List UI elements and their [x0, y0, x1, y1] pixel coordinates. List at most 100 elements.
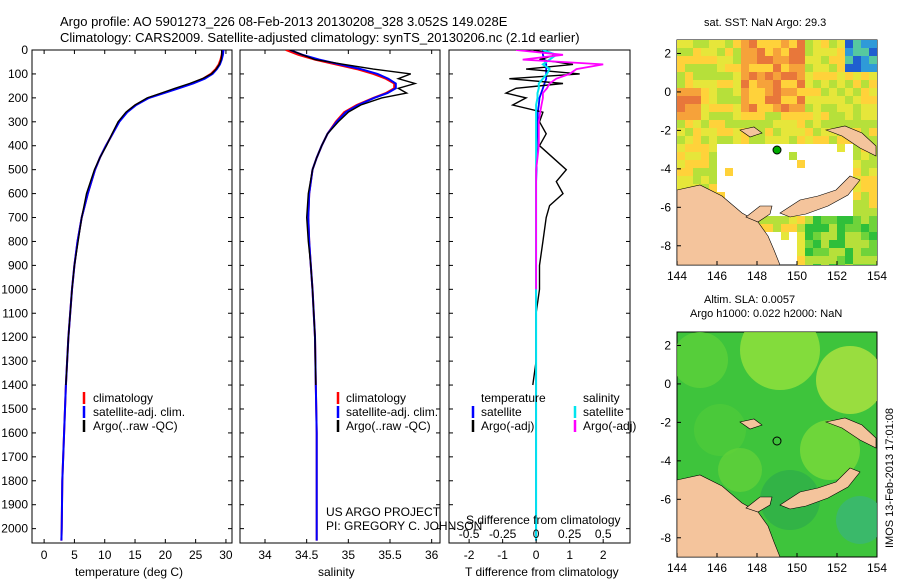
sst-cell: [741, 40, 749, 48]
sst-cell: [733, 64, 741, 72]
sla-blob: [718, 448, 762, 492]
sst-cell: [829, 136, 837, 144]
sst-cell: [797, 104, 805, 112]
lon-tick-label: 150: [787, 269, 807, 283]
sst-cell: [853, 168, 861, 176]
sst-cell: [701, 88, 709, 96]
sst-cell: [693, 128, 701, 136]
sst-cell: [797, 40, 805, 48]
sst-cell: [845, 104, 853, 112]
sst-cell: [821, 40, 829, 48]
sst-cell: [837, 88, 845, 96]
sst-cell: [805, 104, 813, 112]
legend-header-salinity: salinity: [583, 391, 620, 405]
sst-cell: [677, 80, 685, 88]
sst-cell: [677, 48, 685, 56]
sst-cell: [829, 240, 837, 248]
sst-cell: [861, 184, 869, 192]
salinity-panel: [239, 49, 441, 544]
sst-cell: [781, 72, 789, 80]
sst-cell: [805, 256, 813, 264]
sst-cell: [837, 232, 845, 240]
salinity-legend: climatology satellite-adj. clim. Argo(..…: [336, 391, 438, 433]
sst-cell: [861, 224, 869, 232]
sst-cell: [709, 96, 717, 104]
lat-tick-label: -6: [660, 492, 671, 506]
sst-cell: [709, 80, 717, 88]
difference-xlabel: T difference from climatology: [465, 565, 619, 579]
sst-cell: [813, 96, 821, 104]
sst-cell: [813, 88, 821, 96]
credit-project: US ARGO PROJECT: [326, 505, 441, 519]
sst-cell: [781, 88, 789, 96]
sst-cell: [837, 40, 845, 48]
sst-cell: [701, 48, 709, 56]
sst-cell: [797, 240, 805, 248]
sst-cell: [685, 152, 693, 160]
lat-tick-label: 0: [664, 85, 671, 99]
header-line2: Climatology: CARS2009. Satellite-adjuste…: [60, 30, 580, 45]
series-line-argo-raw-qc-: [289, 50, 418, 386]
sst-cell: [845, 240, 853, 248]
difference-x-axis: -2 -1 0 1 2 -0.5 -0.25 0 0.25 0.5: [459, 527, 612, 562]
sst-cell: [813, 48, 821, 56]
sst-cell: [797, 136, 805, 144]
depth-tick-label: 100: [8, 67, 28, 81]
sst-cell: [861, 232, 869, 240]
sst-cell: [845, 112, 853, 120]
sst-cell: [781, 232, 789, 240]
sst-cell: [709, 176, 717, 184]
lat-tick-label: 2: [664, 338, 671, 352]
sst-cell: [709, 64, 717, 72]
sst-cell: [693, 48, 701, 56]
lat-tick-label: -2: [660, 415, 671, 429]
sst-cell: [853, 64, 861, 72]
lon-tick-label: 144: [667, 561, 687, 575]
sst-cell: [685, 88, 693, 96]
manus-island: [739, 418, 763, 430]
sst-cell: [709, 184, 717, 192]
sst-cell: [853, 200, 861, 208]
sst-cell: [845, 264, 853, 265]
sst-cell: [693, 64, 701, 72]
series-line-satellite-adj-clim-: [60, 50, 225, 541]
sst-cell: [869, 240, 877, 248]
sst-cell: [701, 72, 709, 80]
sst-cell: [853, 144, 861, 152]
sst-cell: [797, 48, 805, 56]
sst-cell: [757, 72, 765, 80]
sst-cell: [813, 104, 821, 112]
sst-cell: [813, 240, 821, 248]
sst-cell: [805, 224, 813, 232]
sst-cell: [797, 256, 805, 264]
sst-cell: [741, 88, 749, 96]
sst-cell: [789, 72, 797, 80]
sst-cell: [821, 96, 829, 104]
sst-cell: [765, 120, 773, 128]
sst-cell: [805, 96, 813, 104]
lat-tick-label: -4: [660, 454, 671, 468]
sst-cell: [733, 80, 741, 88]
sst-cell: [869, 120, 877, 128]
sst-cell: [701, 104, 709, 112]
sst-cell: [797, 112, 805, 120]
sst-cell: [805, 216, 813, 224]
sst-cell: [813, 56, 821, 64]
sst-cell: [773, 80, 781, 88]
sst-cell: [829, 56, 837, 64]
sst-cell: [717, 56, 725, 64]
sst-cell: [861, 160, 869, 168]
sst-cell: [765, 104, 773, 112]
lon-tick-label: 152: [827, 269, 847, 283]
sst-cell: [869, 184, 877, 192]
sst-cell: [805, 120, 813, 128]
lat-tick-label: -2: [660, 123, 671, 137]
x-tick-label: 1: [566, 548, 573, 562]
sst-cell: [853, 264, 861, 265]
sst-cell: [725, 88, 733, 96]
sst-cell: [709, 48, 717, 56]
sst-cell: [733, 128, 741, 136]
sst-cell: [765, 96, 773, 104]
series-line-climatology: [285, 50, 396, 541]
sst-cell: [869, 104, 877, 112]
